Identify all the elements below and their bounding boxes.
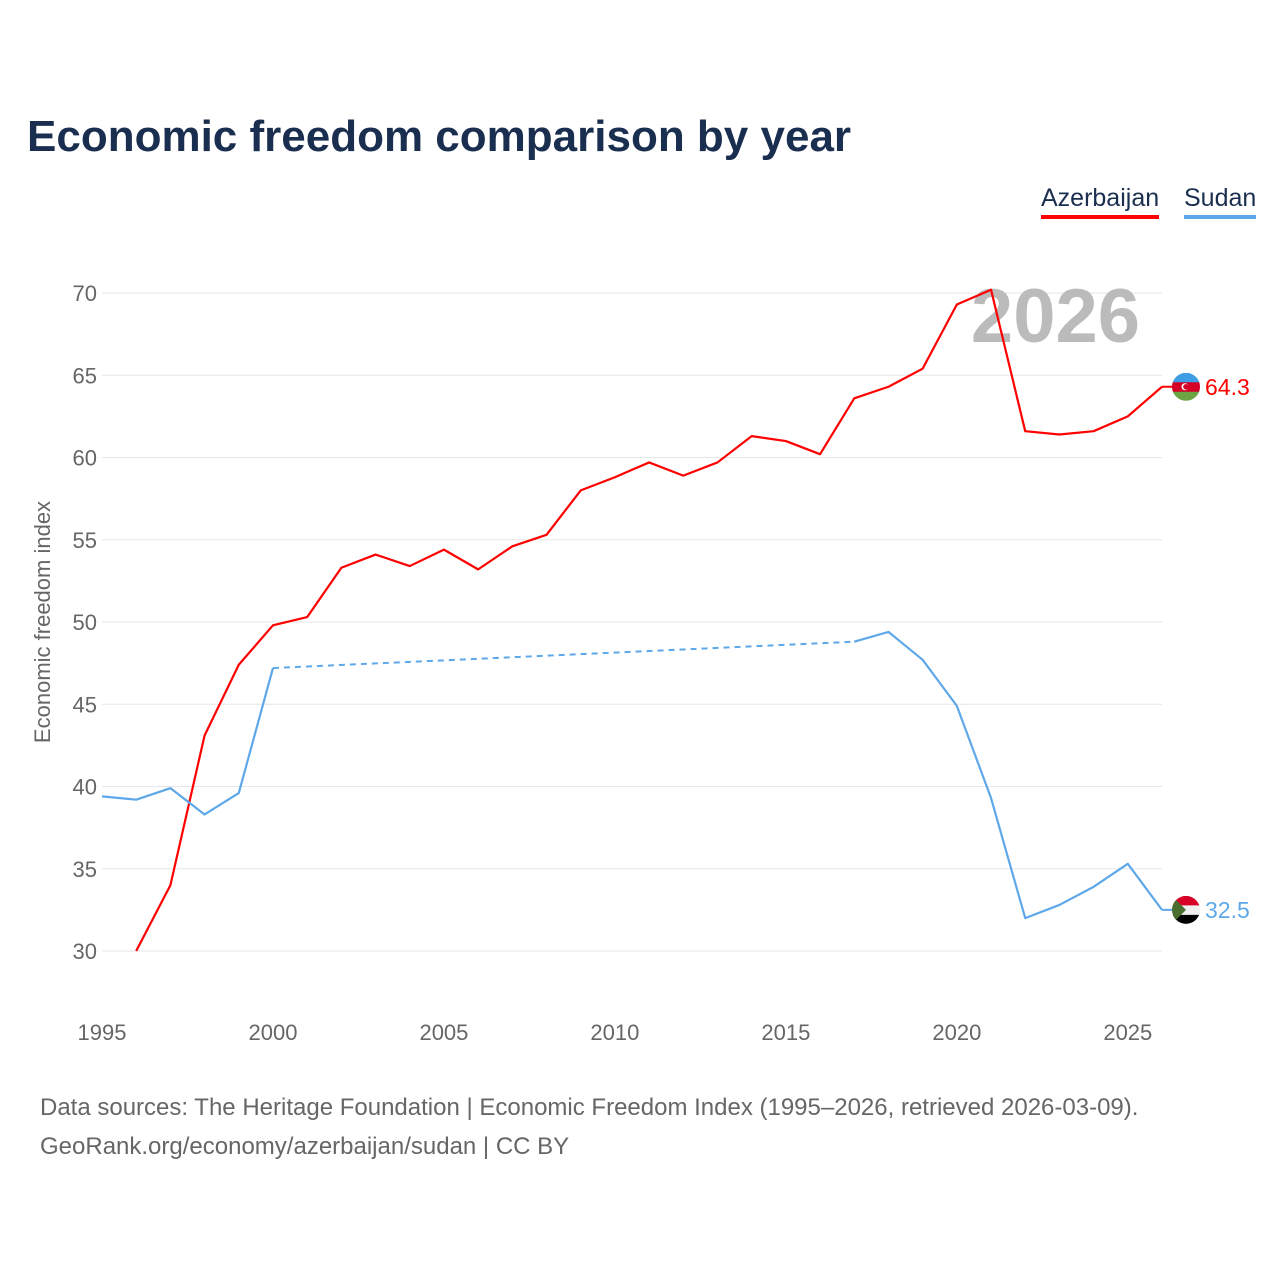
x-tick-label: 2015 bbox=[761, 1020, 810, 1045]
azerbaijan-flag-icon bbox=[1172, 372, 1200, 401]
footer: Data sources: The Heritage Foundation | … bbox=[40, 1088, 1138, 1166]
y-axis-label: Economic freedom index bbox=[30, 501, 55, 743]
line-chart: 30 35 40 45 50 55 60 65 70 1995 2000 2005 2010 2015 20… bbox=[30, 274, 1250, 1045]
sudan-flag-icon bbox=[1172, 895, 1200, 924]
y-tick-label: 50 bbox=[73, 610, 97, 635]
chart-title: Economic freedom comparison by year bbox=[27, 112, 852, 161]
y-tick-label: 70 bbox=[73, 281, 97, 306]
series-line-sudan bbox=[853, 630, 1163, 920]
y-tick-label: 30 bbox=[73, 939, 97, 964]
y-tick-label: 40 bbox=[73, 775, 97, 800]
series-gap-line bbox=[272, 640, 855, 670]
x-tick-label: 2010 bbox=[590, 1020, 639, 1045]
end-value-label: 64.3 bbox=[1205, 374, 1250, 400]
x-tick-label: 2020 bbox=[932, 1020, 981, 1045]
data-source: Data sources: The Heritage Foundation | … bbox=[40, 1094, 1139, 1121]
y-tick-label: 65 bbox=[73, 363, 97, 388]
x-tick-label: 2025 bbox=[1103, 1020, 1152, 1045]
y-tick-label: 45 bbox=[73, 692, 97, 717]
x-tick-label: 2000 bbox=[248, 1020, 297, 1045]
source-link[interactable]: GeoRank.org/economy/azerbaijan/sudan | C… bbox=[40, 1133, 570, 1160]
y-tick-label: 35 bbox=[73, 857, 97, 882]
end-value-label: 32.5 bbox=[1205, 897, 1250, 923]
legend-azerbaijan[interactable]: Azerbaijan bbox=[1041, 184, 1160, 219]
year-watermark: 2026 bbox=[971, 274, 1140, 359]
y-tick-label: 55 bbox=[73, 528, 97, 553]
legend-sudan[interactable]: Sudan bbox=[1184, 184, 1257, 219]
series-line-sudan bbox=[101, 667, 275, 816]
x-tick-label: 2005 bbox=[419, 1020, 468, 1045]
series-line-azerbaijan bbox=[135, 288, 1163, 952]
x-tick-label: 1995 bbox=[78, 1020, 127, 1045]
y-tick-label: 60 bbox=[73, 446, 97, 471]
